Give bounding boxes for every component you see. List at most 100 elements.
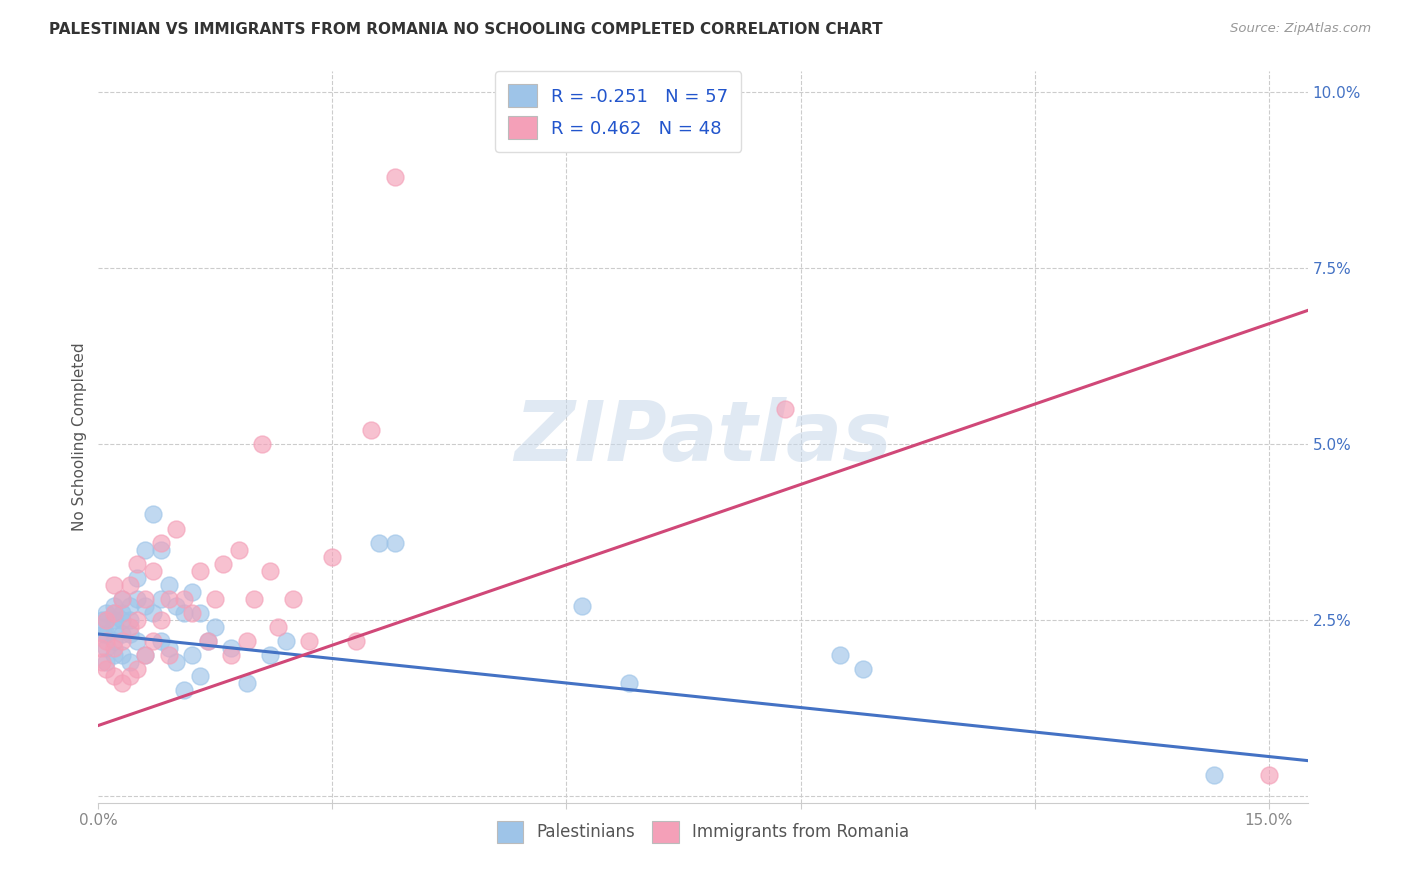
Point (252, 437, 274, 451)
Point (103, 599, 125, 613)
Point (228, 542, 250, 557)
Point (571, 599, 593, 613)
Point (127, 613, 149, 627)
Point (103, 578, 125, 592)
Point (165, 655, 187, 669)
Point (852, 662, 875, 676)
Point (103, 606, 125, 620)
Point (103, 648, 125, 662)
Point (103, 606, 125, 620)
Point (188, 606, 211, 620)
Point (118, 655, 141, 669)
Point (111, 591, 134, 606)
Point (259, 564, 281, 578)
Point (344, 634, 367, 648)
Point (118, 613, 141, 627)
Point (235, 676, 257, 690)
Point (103, 620, 125, 634)
Point (235, 634, 257, 648)
Point (90, 620, 112, 634)
Point (384, 535, 406, 549)
Point (157, 648, 180, 662)
Point (773, 401, 796, 416)
Point (188, 669, 211, 683)
Point (204, 620, 226, 634)
Point (165, 599, 187, 613)
Point (298, 634, 321, 648)
Legend: Palestinians, Immigrants from Romania: Palestinians, Immigrants from Romania (491, 814, 915, 849)
Point (111, 676, 134, 690)
Point (96, 641, 118, 656)
Point (219, 648, 242, 662)
Point (134, 591, 156, 606)
Point (149, 591, 172, 606)
Point (267, 620, 290, 634)
Text: ZIPatlas: ZIPatlas (515, 397, 891, 477)
Point (91, 655, 114, 669)
Point (181, 584, 204, 599)
Point (142, 606, 165, 620)
Point (283, 591, 305, 606)
Point (173, 683, 195, 698)
Point (118, 669, 141, 683)
Point (197, 634, 219, 648)
Point (212, 557, 235, 571)
Point (181, 606, 204, 620)
Point (111, 613, 134, 627)
Point (274, 634, 297, 648)
Point (149, 542, 172, 557)
Y-axis label: No Schooling Completed: No Schooling Completed (72, 343, 87, 532)
Text: PALESTINIAN VS IMMIGRANTS FROM ROMANIA NO SCHOOLING COMPLETED CORRELATION CHART: PALESTINIAN VS IMMIGRANTS FROM ROMANIA N… (49, 22, 883, 37)
Point (127, 634, 149, 648)
Text: Source: ZipAtlas.com: Source: ZipAtlas.com (1230, 22, 1371, 36)
Point (96, 613, 118, 627)
Point (96, 662, 118, 676)
Point (127, 662, 149, 676)
Point (91, 613, 114, 627)
Point (1202, 767, 1225, 781)
Point (96, 606, 118, 620)
Point (173, 606, 195, 620)
Point (188, 564, 211, 578)
Point (142, 564, 165, 578)
Point (173, 591, 195, 606)
Point (111, 591, 134, 606)
Point (134, 599, 156, 613)
Point (96, 655, 118, 669)
Point (181, 648, 204, 662)
Point (259, 648, 281, 662)
Point (127, 571, 149, 585)
Point (617, 676, 640, 690)
Point (118, 620, 141, 634)
Point (219, 641, 242, 656)
Point (111, 648, 134, 662)
Point (204, 591, 226, 606)
Point (197, 634, 219, 648)
Point (149, 613, 172, 627)
Point (368, 535, 391, 549)
Point (127, 591, 149, 606)
Point (142, 634, 165, 648)
Point (103, 641, 125, 656)
Point (103, 669, 125, 683)
Point (157, 641, 180, 656)
Point (90, 641, 112, 656)
Point (142, 508, 165, 522)
Point (118, 578, 141, 592)
Point (127, 557, 149, 571)
Point (243, 591, 266, 606)
Point (93, 627, 115, 641)
Point (96, 634, 118, 648)
Point (111, 634, 134, 648)
Point (828, 648, 851, 662)
Point (118, 599, 141, 613)
Point (360, 423, 382, 437)
Point (103, 634, 125, 648)
Point (1257, 767, 1279, 781)
Point (149, 634, 172, 648)
Point (165, 521, 187, 535)
Point (157, 591, 180, 606)
Point (149, 535, 172, 549)
Point (96, 613, 118, 627)
Point (321, 549, 343, 564)
